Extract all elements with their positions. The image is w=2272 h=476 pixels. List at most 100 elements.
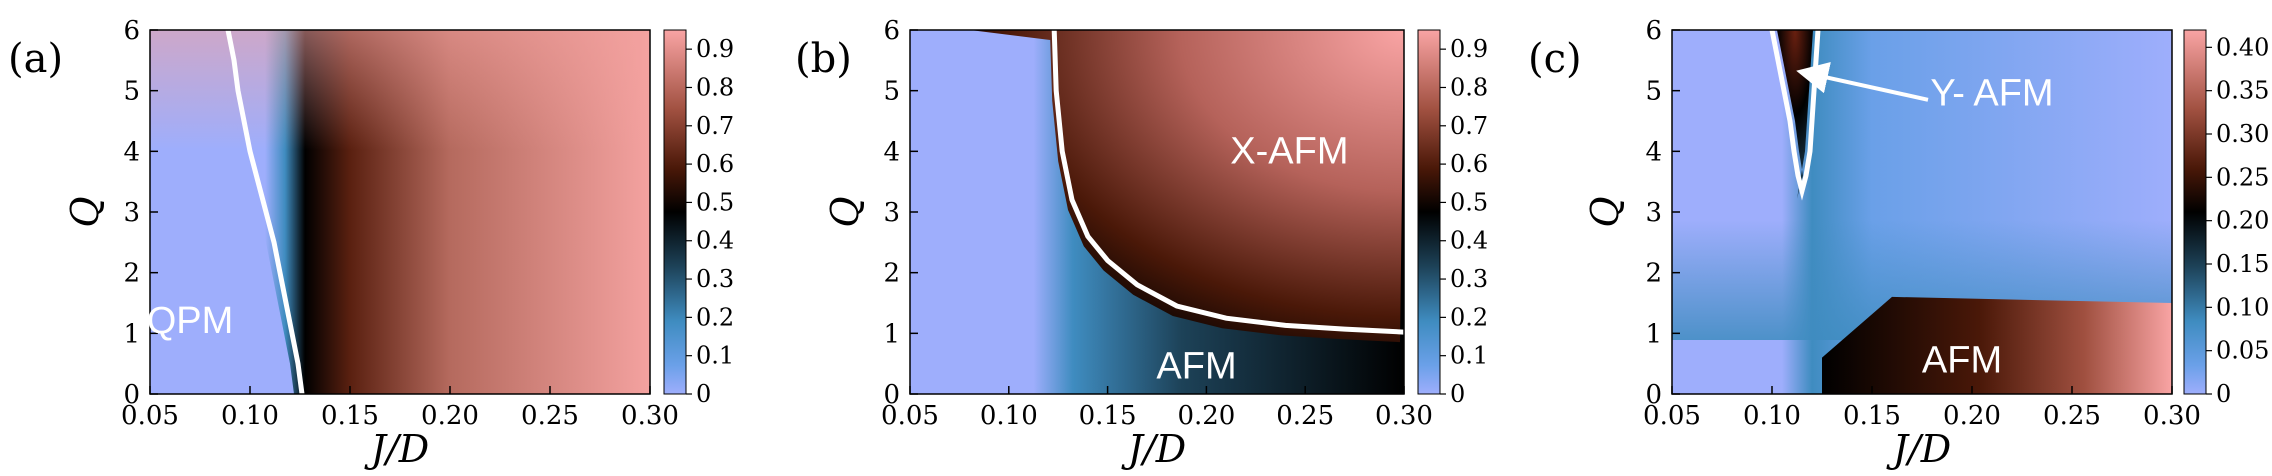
y-tick-label-b-6: 6: [883, 16, 900, 46]
cb-tick-label-b-5: 0.5: [1450, 188, 1488, 216]
panel-label-b: (b): [795, 36, 852, 82]
y-tick-label-c-2: 2: [1645, 259, 1662, 289]
y-tick-label-b-2: 2: [883, 259, 900, 289]
cb-tick-label-a-1: 0.1: [696, 342, 734, 370]
region-label-x-afm: X-AFM: [1230, 130, 1348, 172]
x-tick-label-a-2: 0.15: [321, 401, 379, 431]
cb-tick-label-a-9: 0.9: [696, 35, 734, 63]
y-tick-label-a-5: 5: [123, 77, 140, 107]
phase-boundary-b: [1051, 30, 1404, 335]
annotation-arrow-c: [1796, 62, 1929, 102]
cb-tick-label-b-9: 0.9: [1450, 35, 1488, 63]
x-tick-label-b-1: 0.10: [980, 401, 1038, 431]
cb-tick-label-b-8: 0.8: [1450, 73, 1488, 101]
cb-tick-label-c-5: 0.25: [2216, 163, 2269, 191]
x-tick-label-a-1: 0.10: [221, 401, 279, 431]
cb-tick-label-c-8: 0.40: [2216, 33, 2269, 61]
region-label-y-afm: Y- AFM: [1930, 73, 2053, 115]
region-label-afm-c: AFM: [1922, 340, 2002, 382]
cb-tick-label-a-0: 0: [696, 380, 711, 408]
y-tick-label-c-5: 5: [1645, 77, 1662, 107]
colorbar-ticks-b: 0 0.1 0.2 0.3 0.4 0.5 0.6 0.7 0.8 0.9: [1440, 35, 1488, 408]
x-axis-title-b: J/D: [1121, 427, 1187, 471]
y-tick-label-c-4: 4: [1645, 137, 1662, 167]
cb-tick-label-a-5: 0.5: [696, 188, 734, 216]
x-axis-title-c: J/D: [1886, 427, 1952, 471]
cb-tick-label-c-6: 0.30: [2216, 120, 2269, 148]
cb-tick-label-a-4: 0.4: [696, 227, 734, 255]
colorbar-c: [2183, 29, 2207, 395]
x-tick-label-c-1: 0.10: [1743, 401, 1801, 431]
y-tick-label-b-0: 0: [883, 380, 900, 410]
cb-tick-label-a-6: 0.6: [696, 150, 734, 178]
region-label-afm-b: AFM: [1156, 346, 1236, 388]
y-tick-label-b-5: 5: [883, 77, 900, 107]
region-label-qpm: QPM: [147, 300, 234, 342]
panel-c: (c) 0.05 0.10 0.15 0.20 0.25 0.30 0 1 2 3 4 5 6 Y- A…: [1528, 16, 2269, 471]
x-tick-label-a-0: 0.05: [121, 401, 179, 431]
x-tick-label-c-0: 0.05: [1643, 401, 1701, 431]
x-tick-label-a-4: 0.25: [521, 401, 579, 431]
cb-tick-label-a-7: 0.7: [696, 112, 734, 140]
y-tick-label-c-0: 0: [1645, 380, 1662, 410]
x-tick-label-b-3: 0.20: [1177, 401, 1235, 431]
cb-tick-label-a-3: 0.3: [696, 265, 734, 293]
cb-tick-label-b-2: 0.2: [1450, 303, 1488, 331]
heatmap-b: [910, 30, 1404, 394]
cb-tick-label-c-0: 0: [2216, 380, 2231, 408]
y-tick-label-b-4: 4: [883, 137, 900, 167]
y-tick-label-a-6: 6: [123, 16, 140, 46]
cb-tick-label-b-4: 0.4: [1450, 227, 1488, 255]
y-tick-label-b-1: 1: [883, 319, 900, 349]
colorbar-a: [663, 29, 687, 395]
x-tick-label-a-3: 0.20: [421, 401, 479, 431]
y-tick-label-a-4: 4: [123, 137, 140, 167]
afm-region-c: [1822, 296, 2172, 394]
y-tick-label-a-3: 3: [123, 198, 140, 228]
x-tick-label-b-2: 0.15: [1079, 401, 1137, 431]
cb-tick-label-c-1: 0.05: [2216, 337, 2269, 365]
y-tick-label-a-1: 1: [123, 319, 140, 349]
phase-boundary-a: [225, 30, 305, 394]
axes-a: 0.05 0.10 0.15 0.20 0.25 0.30 0 1 2 3 4 5 6: [121, 16, 679, 431]
cb-tick-label-b-1: 0.1: [1450, 342, 1488, 370]
y-tick-label-c-3: 3: [1645, 198, 1662, 228]
y-tick-label-c-1: 1: [1645, 319, 1662, 349]
x-tick-label-b-0: 0.05: [881, 401, 939, 431]
x-tick-label-c-5: 0.30: [2143, 401, 2201, 431]
axes-c: 0.05 0.10 0.15 0.20 0.25 0.30 0 1 2 3 4 5 6: [1643, 16, 2201, 431]
y-tick-label-b-3: 3: [883, 198, 900, 228]
cb-tick-label-a-2: 0.2: [696, 303, 734, 331]
cb-tick-label-b-7: 0.7: [1450, 112, 1488, 140]
panel-label-c: (c): [1528, 36, 1582, 82]
y-tick-label-c-6: 6: [1645, 16, 1662, 46]
x-tick-label-b-5: 0.30: [1375, 401, 1433, 431]
y-axis-title-c: Q: [1583, 196, 1627, 227]
cb-tick-label-b-0: 0: [1450, 380, 1465, 408]
cb-tick-label-a-8: 0.8: [696, 73, 734, 101]
cb-tick-label-c-7: 0.35: [2216, 77, 2269, 105]
axes-b: 0.05 0.10 0.15 0.20 0.25 0.30 0 1 2 3 4 5 6: [881, 16, 1433, 431]
cb-tick-label-b-6: 0.6: [1450, 150, 1488, 178]
x-tick-label-b-4: 0.25: [1276, 401, 1334, 431]
y-tick-label-a-2: 2: [123, 259, 140, 289]
colorbar-ticks-a: 0 0.1 0.2 0.3 0.4 0.5 0.6 0.7 0.8 0.9: [686, 35, 734, 408]
heatmap-c: [1672, 30, 2172, 394]
x-afm-region-b: [970, 30, 1404, 343]
cb-tick-label-b-3: 0.3: [1450, 265, 1488, 293]
colorbar-b: [1417, 29, 1441, 395]
x-tick-label-a-5: 0.30: [621, 401, 679, 431]
x-axis-title-a: J/D: [364, 427, 430, 471]
cb-tick-label-c-3: 0.15: [2216, 250, 2269, 278]
cb-tick-label-c-2: 0.10: [2216, 293, 2269, 321]
y-tick-label-a-0: 0: [123, 380, 140, 410]
y-axis-title-a: Q: [63, 196, 107, 227]
x-tick-label-c-4: 0.25: [2043, 401, 2101, 431]
x-tick-label-c-2: 0.15: [1843, 401, 1901, 431]
x-tick-label-c-3: 0.20: [1943, 401, 2001, 431]
cb-tick-label-c-4: 0.20: [2216, 207, 2269, 235]
panel-label-a: (a): [8, 36, 63, 82]
y-axis-title-b: Q: [823, 196, 867, 227]
